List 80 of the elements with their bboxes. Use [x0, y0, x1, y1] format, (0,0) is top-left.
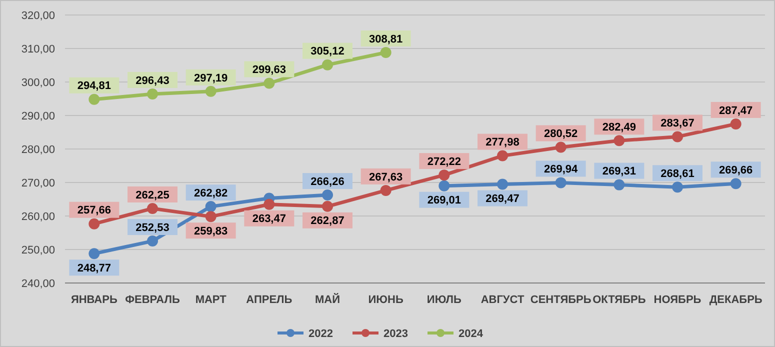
point	[555, 142, 566, 153]
x-tick-label: СЕНТЯБРЬ	[530, 294, 592, 306]
data-label: 252,53	[136, 222, 170, 234]
point	[147, 88, 158, 100]
point	[205, 201, 216, 212]
point	[438, 180, 450, 192]
point	[88, 218, 100, 230]
point	[555, 177, 566, 188]
x-tick-label: ИЮНЬ	[368, 294, 404, 306]
data-label: 262,82	[194, 187, 228, 200]
data-label: 305,12	[310, 46, 344, 58]
point	[322, 190, 333, 201]
point	[322, 59, 333, 70]
data-label: 280,52	[544, 128, 578, 140]
y-tick-label: 300,00	[21, 76, 55, 89]
x-tick-label: ФЕВРАЛЬ	[125, 294, 180, 306]
x-tick-label: МАРТ	[195, 294, 227, 306]
data-label: 262,87	[310, 215, 344, 228]
data-label: 287,47	[719, 104, 753, 117]
data-label: 263,47	[252, 213, 286, 226]
data-label: 266,26	[310, 176, 344, 188]
data-label: 294,81	[77, 80, 111, 92]
point	[88, 248, 100, 260]
data-label: 257,66	[77, 204, 111, 217]
data-label: 277,98	[486, 136, 520, 149]
y-tick-label: 260,00	[21, 210, 55, 223]
data-label: 297,19	[194, 72, 228, 84]
y-tick-label: 310,00	[21, 43, 55, 56]
data-label: 269,31	[602, 166, 636, 178]
data-label: 267,63	[369, 171, 403, 184]
point	[147, 202, 158, 214]
point	[497, 178, 508, 190]
point	[88, 94, 100, 105]
point	[380, 184, 392, 196]
point	[614, 135, 625, 146]
point	[672, 182, 683, 193]
legend-label: 2024	[458, 328, 484, 340]
y-tick-label: 290,00	[21, 110, 55, 122]
point	[264, 198, 275, 210]
y-tick-label: 280,00	[21, 144, 55, 156]
data-label: 283,67	[660, 118, 694, 130]
y-tick-label: 320,00	[21, 10, 55, 22]
data-label: 299,63	[252, 64, 286, 76]
data-label: 282,49	[602, 122, 636, 134]
data-label: 308,81	[369, 33, 403, 46]
point	[322, 200, 333, 212]
data-label: 269,66	[719, 164, 753, 176]
x-tick-label: ИЮЛЬ	[426, 294, 462, 306]
x-tick-label: ЯНВАРЬ	[70, 294, 118, 306]
y-tick-label: 240,00	[21, 278, 55, 290]
x-tick-label: АВГУСТ	[480, 294, 524, 306]
point	[380, 46, 392, 58]
x-tick-label: АПРЕЛЬ	[246, 294, 292, 306]
point	[438, 170, 450, 181]
point	[672, 131, 683, 142]
data-label: 259,83	[194, 225, 228, 238]
data-label: 268,61	[660, 168, 694, 180]
data-label: 272,22	[427, 156, 461, 168]
data-label: 296,43	[136, 74, 170, 87]
point	[264, 78, 275, 89]
point	[205, 211, 216, 222]
point	[614, 179, 625, 190]
point	[730, 118, 742, 130]
point	[730, 178, 742, 190]
point	[497, 150, 508, 162]
y-tick-label: 250,00	[21, 244, 55, 256]
legend-label: 2022	[308, 328, 333, 340]
x-tick-label: ОКТЯБРЬ	[592, 294, 646, 306]
data-label: 262,25	[136, 189, 170, 202]
data-label: 269,01	[427, 194, 461, 207]
y-tick-label: 270,00	[21, 177, 55, 190]
data-label: 248,77	[77, 262, 111, 274]
point	[205, 86, 216, 97]
data-label: 269,47	[486, 193, 520, 206]
legend-label: 2023	[384, 328, 408, 340]
data-label: 269,94	[544, 164, 579, 176]
x-tick-label: ДЕКАБРЬ	[709, 294, 762, 306]
x-tick-label: МАЙ	[314, 293, 340, 306]
point	[147, 236, 158, 247]
x-tick-label: НОЯБРЬ	[654, 294, 702, 306]
